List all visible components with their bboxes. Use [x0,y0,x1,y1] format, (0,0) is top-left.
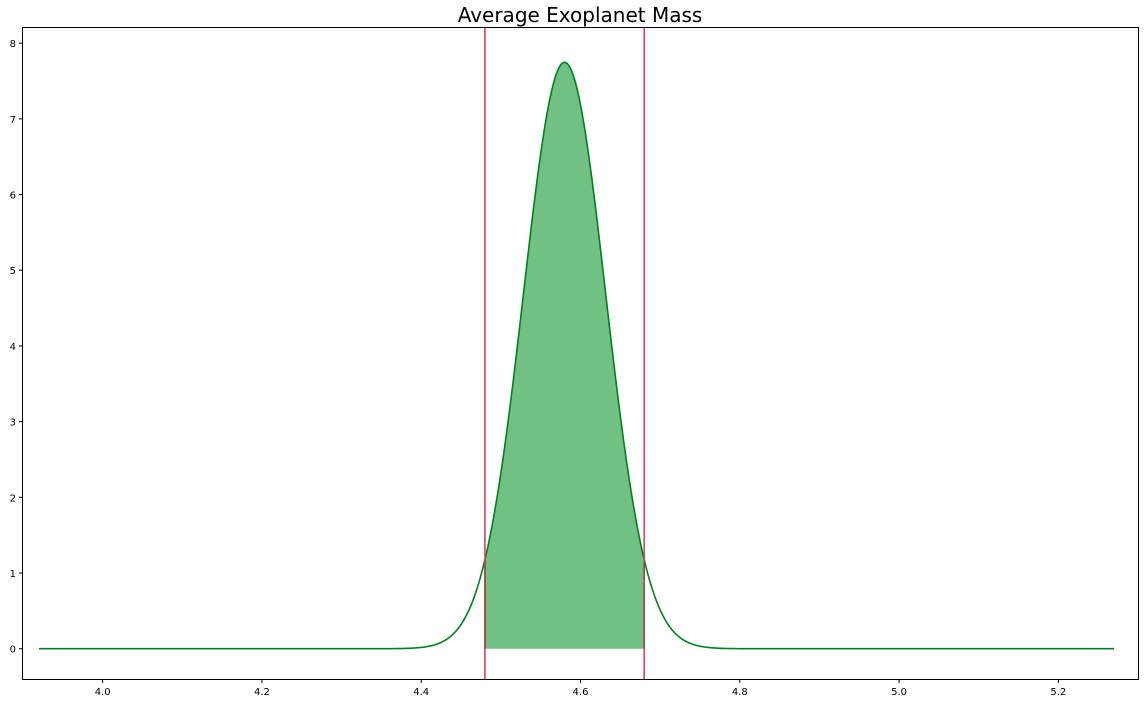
y-tick-label: 2 [10,493,16,504]
y-tick-label: 7 [10,115,16,126]
y-tick-label: 6 [10,191,16,202]
y-tick-label: 1 [10,569,16,580]
vertical-lines-layer [484,28,646,679]
shaded-interval-area [484,62,645,649]
x-tick-label: 4.6 [573,687,589,698]
x-axis: 4.0 4.2 4.4 4.6 4.8 5.0 5.2 [95,679,1066,698]
y-tick-label: 5 [10,266,16,277]
y-axis: 0 1 2 3 4 5 6 7 8 [10,39,23,656]
density-curve-line [38,61,1115,650]
shaded-area-layer [484,62,645,649]
x-tick-label: 4.8 [732,687,748,698]
x-tick-label: 5.0 [891,687,907,698]
chart-title: Average Exoplanet Mass [458,3,703,27]
x-tick-label: 4.4 [413,687,429,698]
y-tick-label: 4 [10,342,16,353]
x-tick-label: 5.2 [1050,687,1066,698]
y-tick-label: 0 [10,645,16,656]
y-tick-label: 8 [10,39,16,50]
curve-layer [38,61,1115,650]
y-tick-label: 3 [10,418,16,429]
x-tick-label: 4.0 [95,687,111,698]
x-tick-label: 4.2 [254,687,270,698]
